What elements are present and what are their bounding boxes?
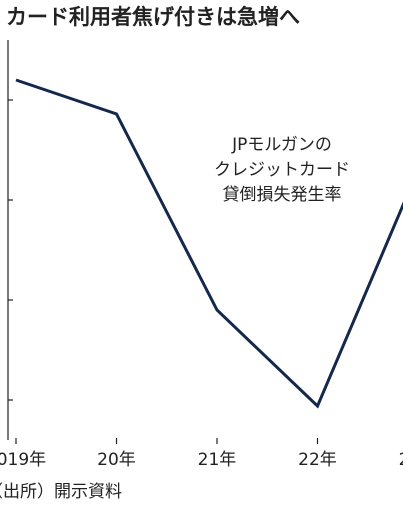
x-tick-label: 22年 [298, 450, 337, 470]
chart-title: カード利用者焦げ付きは急増へ [6, 5, 300, 29]
x-tick-label: 20年 [97, 450, 136, 470]
annotation: JPモルガンの [231, 135, 332, 155]
x-tick-label: 21年 [198, 450, 237, 470]
annotation: クレジットカード [214, 160, 350, 180]
annotation: 貸倒損失発生率 [223, 185, 342, 205]
x-tick-label: 2019年 [0, 450, 46, 470]
line-series [15, 78, 403, 409]
source-note: （出所）開示資料 [0, 482, 122, 502]
x-tick-label: 23年 [399, 450, 403, 470]
